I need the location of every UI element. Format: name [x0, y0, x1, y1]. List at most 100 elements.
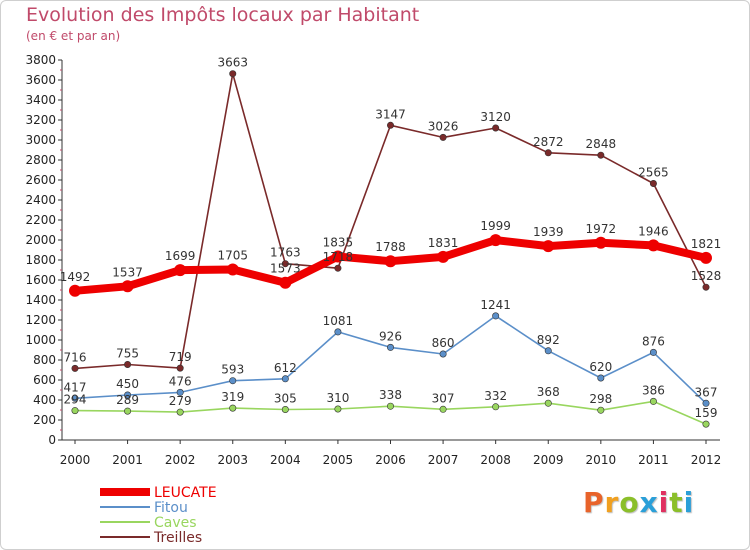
data-point-leucate [226, 263, 239, 276]
data-label-caves: 386 [642, 383, 665, 397]
data-point-fitou [597, 374, 605, 382]
series-layer [69, 70, 712, 428]
y-tick-label: 2000 [25, 233, 56, 247]
data-point-caves [176, 408, 184, 416]
logo-letter: r [604, 486, 620, 519]
y-tick-label: 3000 [25, 133, 56, 147]
data-point-caves [597, 406, 605, 414]
data-label-treilles: 755 [116, 347, 139, 361]
data-label-fitou: 612 [274, 361, 297, 375]
data-point-leucate [594, 236, 607, 249]
y-tick-label: 800 [33, 353, 56, 367]
data-point-caves [124, 407, 132, 415]
data-point-treilles [544, 149, 552, 157]
data-point-fitou [176, 388, 184, 396]
x-tick-label: 2002 [165, 453, 196, 467]
data-point-leucate [121, 280, 134, 293]
data-label-caves: 305 [274, 392, 297, 406]
y-tick-label: 200 [33, 413, 56, 427]
data-label-leucate: 1537 [112, 265, 143, 279]
y-tick-label: 1200 [25, 313, 56, 327]
data-label-caves: 279 [169, 394, 192, 408]
data-point-leucate [69, 284, 81, 297]
data-point-leucate [279, 276, 292, 289]
data-point-fitou [281, 375, 289, 383]
logo-letter: i [683, 486, 695, 519]
data-label-leucate: 1999 [480, 219, 511, 233]
data-label-treilles: 2872 [533, 135, 564, 149]
data-point-caves [492, 403, 500, 411]
data-point-caves [386, 402, 394, 410]
y-tick-label: 2200 [25, 213, 56, 227]
y-tick-label: 1000 [25, 333, 56, 347]
data-label-leucate: 1788 [375, 240, 406, 254]
data-point-fitou [71, 394, 79, 402]
data-point-caves [702, 420, 710, 428]
data-point-fitou [386, 343, 394, 351]
x-tick-label: 2006 [375, 453, 406, 467]
y-tick-label: 3800 [25, 53, 56, 67]
data-point-leucate [489, 234, 502, 247]
data-label-fitou: 450 [116, 377, 139, 391]
logo-letter: t [669, 486, 684, 519]
data-point-treilles [439, 133, 447, 141]
data-label-treilles: 3120 [480, 110, 511, 124]
data-label-leucate: 1939 [533, 225, 564, 239]
data-point-leucate [700, 251, 712, 264]
data-label-treilles: 2848 [586, 137, 617, 151]
y-tick-label: 1800 [25, 253, 56, 267]
data-point-treilles [176, 364, 184, 372]
data-label-fitou: 476 [169, 374, 192, 388]
data-label-fitou: 1241 [480, 298, 511, 312]
data-point-treilles [702, 283, 710, 291]
data-label-treilles: 2565 [638, 166, 669, 180]
data-label-caves: 159 [695, 406, 718, 420]
data-label-leucate: 1705 [217, 249, 248, 263]
data-point-leucate [384, 255, 397, 268]
data-point-fitou [544, 347, 552, 355]
x-tick-label: 2009 [533, 453, 564, 467]
data-label-caves: 289 [116, 393, 139, 407]
proxiti-logo: Proxiti [583, 486, 694, 519]
legend-label-leucate: LEUCATE [154, 485, 217, 501]
data-label-fitou: 1081 [323, 314, 354, 328]
data-label-fitou: 876 [642, 334, 665, 348]
data-point-leucate [331, 250, 344, 263]
y-tick-label: 0 [48, 433, 56, 447]
chart-title: Evolution des Impôts locaux par Habitant [26, 4, 420, 26]
data-point-caves [334, 405, 342, 413]
data-label-fitou: 620 [589, 360, 612, 374]
data-point-leucate [174, 264, 187, 277]
data-point-caves [544, 399, 552, 407]
y-tick-label: 2400 [25, 193, 56, 207]
data-label-fitou: 860 [432, 336, 455, 350]
logo-letter: i [658, 486, 670, 519]
y-tick-label: 3400 [25, 93, 56, 107]
x-tick-label: 2007 [428, 453, 459, 467]
data-point-leucate [437, 250, 450, 263]
x-tick-label: 2011 [638, 453, 669, 467]
data-label-treilles: 719 [169, 350, 192, 364]
data-point-fitou [124, 391, 132, 399]
data-point-caves [71, 407, 79, 415]
data-point-fitou [229, 377, 237, 385]
data-point-leucate [542, 240, 555, 253]
data-label-caves: 298 [589, 392, 612, 406]
y-tick-label: 1600 [25, 273, 56, 287]
data-point-fitou [439, 350, 447, 358]
data-point-treilles [229, 70, 237, 78]
data-label-caves: 310 [326, 391, 349, 405]
data-label-treilles: 1763 [270, 246, 301, 260]
data-point-treilles [597, 151, 605, 159]
y-tick-label: 3200 [25, 113, 56, 127]
data-point-leucate [647, 239, 660, 252]
data-label-treilles: 1718 [323, 250, 354, 264]
logo-letter: P [583, 486, 605, 519]
data-point-treilles [649, 180, 657, 188]
y-tick-label: 600 [33, 373, 56, 387]
y-tick-label: 3600 [25, 73, 56, 87]
data-label-caves: 294 [64, 393, 87, 407]
data-point-caves [281, 405, 289, 413]
